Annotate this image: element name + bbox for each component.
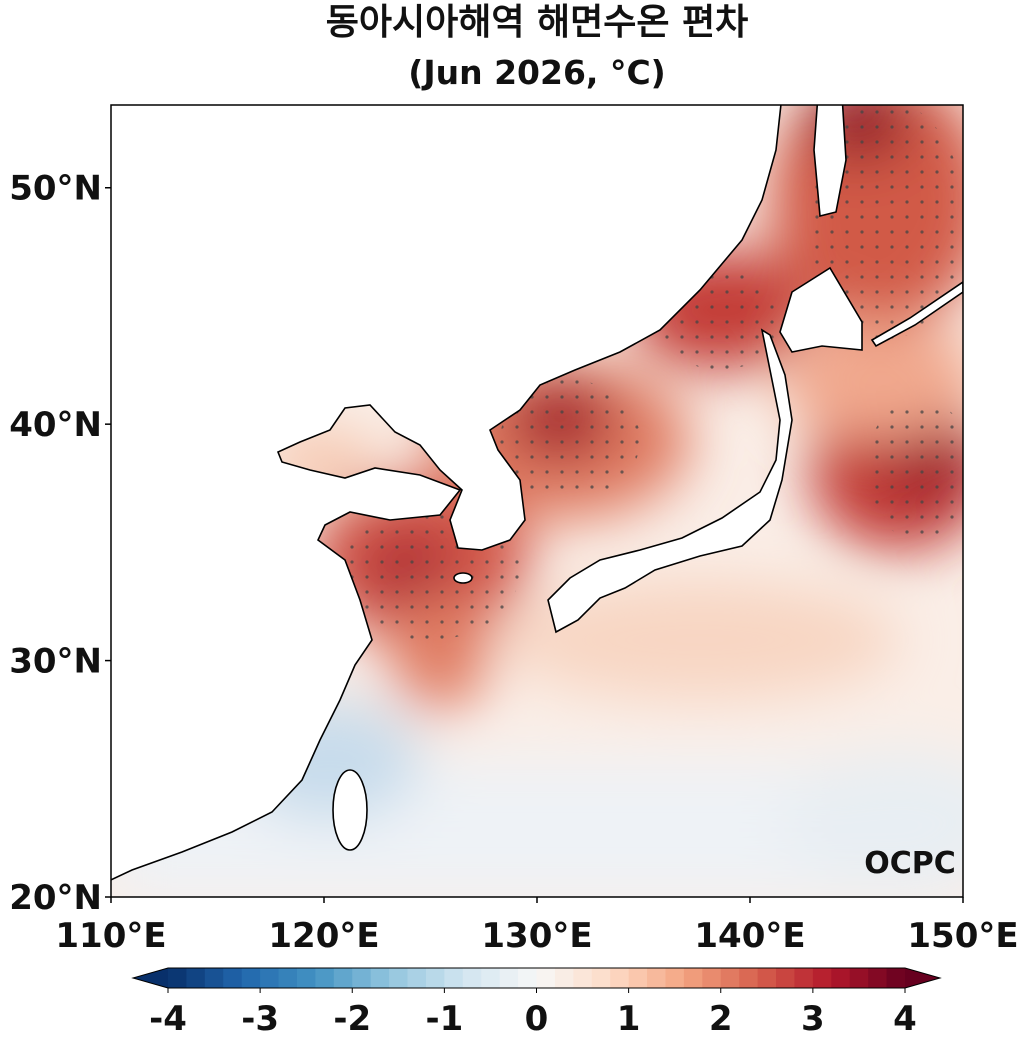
x-tick-label: 120°E (268, 916, 379, 956)
colorbar-step (186, 968, 206, 988)
colorbar-step (868, 968, 888, 988)
colorbar-step (518, 968, 537, 988)
land-japan (547, 328, 793, 634)
x-tick-label: 140°E (694, 916, 805, 956)
colorbar-step (296, 968, 316, 988)
colorbar-tick-label: 3 (801, 999, 825, 1039)
land-asia (111, 105, 782, 881)
land-jeju (453, 572, 473, 584)
colorbar-step (665, 968, 685, 988)
land-hokkaido (779, 266, 863, 353)
colorbar-step (370, 968, 390, 988)
colorbar-tick-label: 0 (525, 999, 549, 1039)
colorbar-step (610, 968, 630, 988)
colorbar-step (683, 968, 703, 988)
colorbar-tick-label: -4 (149, 999, 187, 1039)
land-kamchatka-kuril (870, 281, 963, 348)
colorbar-step (333, 968, 353, 988)
colorbar-step (812, 968, 832, 988)
y-tick-label: 40°N (9, 405, 102, 445)
colorbar-step (241, 968, 261, 988)
colorbar-step (647, 968, 666, 988)
colorbar-step (407, 968, 427, 988)
colorbar-step (168, 968, 187, 988)
colorbar-step (794, 968, 814, 988)
land-sakhalin (813, 105, 847, 218)
colorbar-tick-label: -1 (425, 999, 463, 1039)
colorbar-step (425, 968, 445, 988)
title-line: 동아시아해역 해면수온 편차 (326, 2, 749, 43)
colorbar-step (223, 968, 243, 988)
colorbar-step (554, 968, 574, 988)
colorbar-step (204, 968, 224, 988)
colorbar-extend-high (905, 968, 940, 988)
x-tick-label: 110°E (55, 916, 166, 956)
colorbar-step (628, 968, 648, 988)
map: OCPC (111, 105, 963, 897)
colorbar-tick-label: -2 (333, 999, 371, 1039)
colorbar-step (481, 968, 501, 988)
colorbar-step (849, 968, 869, 988)
colorbar-step (260, 968, 280, 988)
colorbar-step (831, 968, 851, 988)
colorbar-tick-label: 1 (617, 999, 641, 1039)
subtitle-line: (Jun 2026, °C) (408, 53, 666, 92)
colorbar-step (278, 968, 298, 988)
y-tick-label: 20°N (9, 878, 102, 918)
colorbar-tick-label: 2 (709, 999, 733, 1039)
colorbar-step (444, 968, 464, 988)
colorbar-step (499, 968, 519, 988)
colorbar-step (352, 968, 372, 988)
colorbar-step (462, 968, 482, 988)
land-taiwan (332, 769, 368, 851)
colorbar-step (573, 968, 593, 988)
x-tick-label: 150°E (907, 916, 1018, 956)
colorbar-step (702, 968, 722, 988)
logo: OCPC (864, 846, 956, 881)
colorbar-tick-label: 4 (893, 999, 917, 1039)
colorbar-extend-low (133, 968, 168, 988)
colorbar-step (720, 968, 740, 988)
colorbar-step (886, 968, 906, 988)
colorbar-step (776, 968, 795, 988)
y-tick-label: 50°N (9, 169, 102, 209)
colorbar-step (315, 968, 335, 988)
colorbar-step (591, 968, 611, 988)
axes: 110°E 120°E 130°E 140°E 150°E 20°N 30°N 40°N 50°… (9, 169, 1018, 956)
y-tick-label: 30°N (9, 642, 102, 682)
colorbar-tick-label: -3 (241, 999, 279, 1039)
colorbar-step (389, 968, 409, 988)
colorbar-step (757, 968, 777, 988)
colorbar-step (739, 968, 759, 988)
colorbar-step (536, 968, 556, 988)
x-tick-label: 130°E (481, 916, 592, 956)
colorbar: -4 -3 -2 -1 0 1 2 3 4 (131, 967, 942, 1039)
